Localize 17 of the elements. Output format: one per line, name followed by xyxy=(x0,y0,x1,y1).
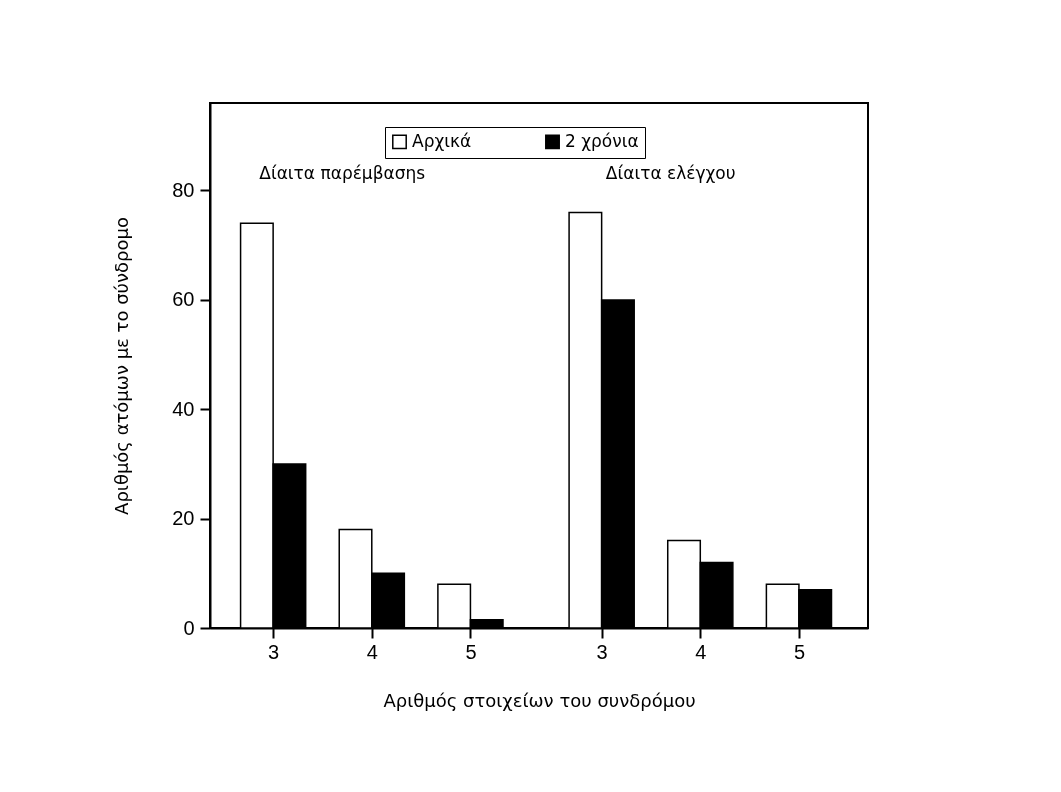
y-tick-label: 40 xyxy=(172,397,195,420)
x-tick-label: 3 xyxy=(596,640,608,663)
x-tick-label: 5 xyxy=(465,640,477,663)
y-tick-label: 0 xyxy=(183,616,195,639)
legend-label: 2 χρόνια xyxy=(565,130,639,151)
annotation: Δίαιτα ελέγχου xyxy=(605,162,736,183)
x-tick-label: 5 xyxy=(793,640,806,663)
x-tick-label: 4 xyxy=(366,640,378,663)
x-tick-label: 4 xyxy=(695,640,707,663)
y-tick-label: 60 xyxy=(172,288,195,311)
y-tick-label: 80 xyxy=(172,179,195,201)
legend-label: Αρχικά xyxy=(412,130,472,151)
annotation: Δίαιτα παρέμβασηs xyxy=(259,162,426,183)
y-tick-label: 20 xyxy=(172,507,195,530)
x-tick-label: 3 xyxy=(268,640,280,663)
x-axis-title: Αριθμός στοιχείων του συνδρόμου xyxy=(383,689,696,711)
y-axis-title: Αριθμός ατόμων με το σύνδρομο xyxy=(111,217,133,515)
